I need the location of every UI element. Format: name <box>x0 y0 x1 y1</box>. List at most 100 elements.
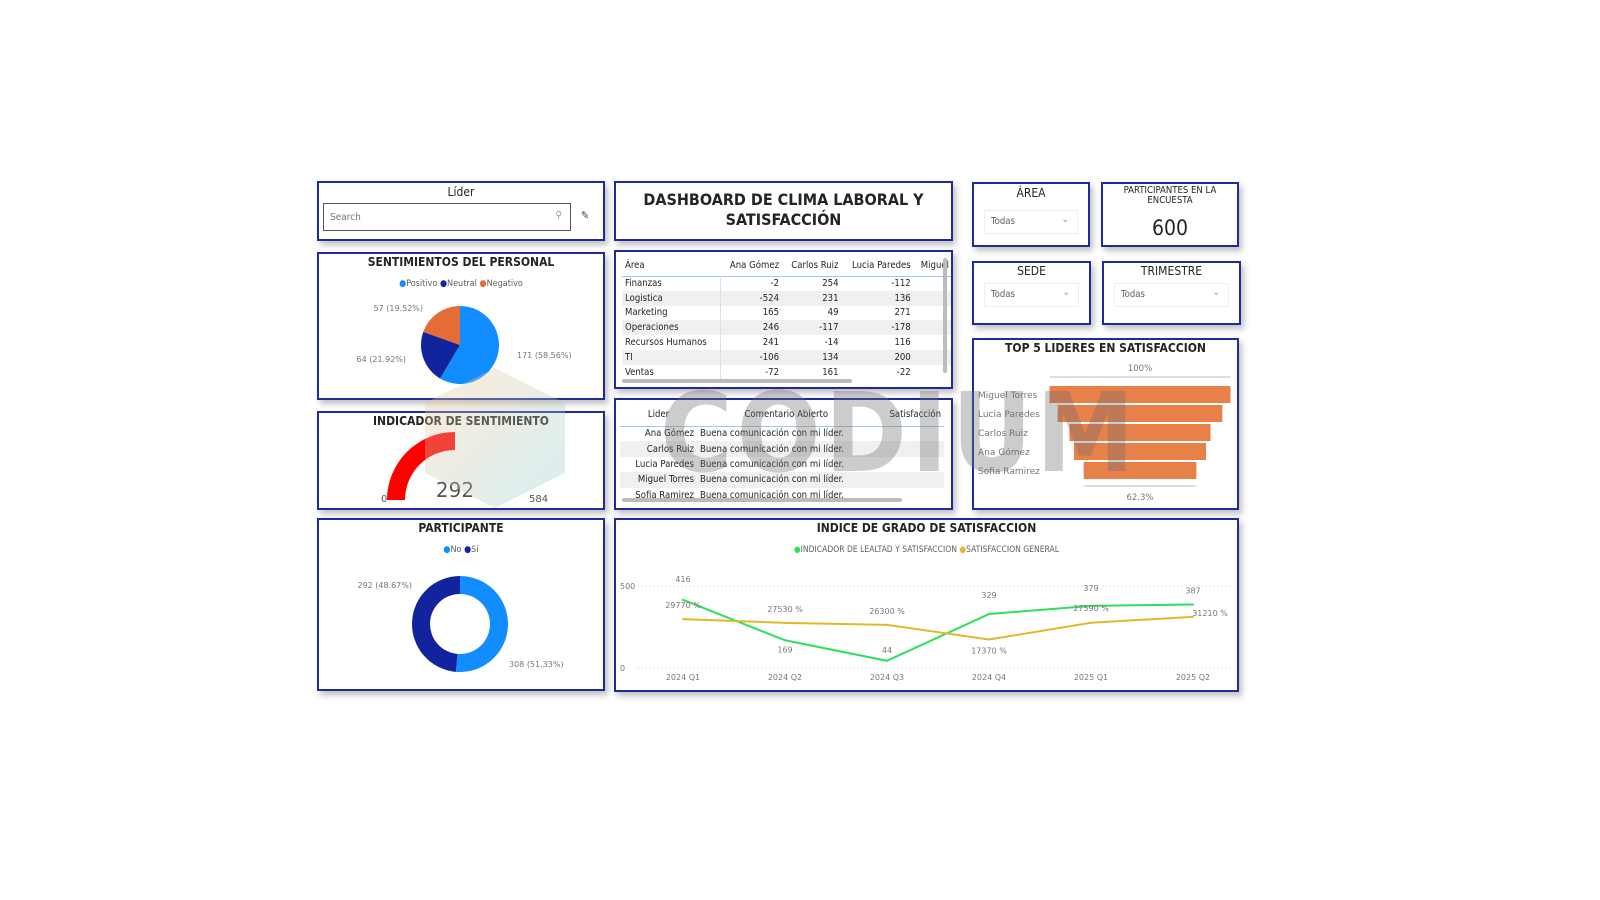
title-line-1: DASHBOARD DE CLIMA LABORAL Y <box>643 190 924 209</box>
matrix-cell: 231 <box>822 292 839 304</box>
trimestre-dropdown[interactable]: Todas ⌄ <box>1114 283 1229 307</box>
funnel-bar <box>1069 424 1211 441</box>
chart-title: TOP 5 LIDERES EN SATISFACCION <box>1005 341 1206 355</box>
matrix-cell: 165 <box>762 307 780 319</box>
donut-slice-si <box>412 576 460 672</box>
matrix-column-header[interactable]: Miguel <box>920 260 949 272</box>
legend-neutral[interactable]: Neutral <box>447 279 477 289</box>
matrix-cell: 134 <box>822 351 839 363</box>
matrix-cell: -22 <box>896 366 911 378</box>
comment-text-cell: Buena comunicación con mi líder. <box>700 443 845 455</box>
line-point <box>886 659 888 662</box>
comments-column-header[interactable]: Satisfacción <box>889 409 941 421</box>
line-data-label: 387 <box>1185 587 1200 596</box>
y-tick-label: 500 <box>620 582 635 591</box>
card-value: 600 <box>1151 216 1189 240</box>
matrix-column-header[interactable]: Lucia Paredes <box>852 260 911 272</box>
eraser-icon[interactable]: ✎ <box>581 209 590 222</box>
trimestre-slicer: TRIMESTRE Todas ⌄ <box>1102 261 1241 325</box>
card-title: PARTICIPANTES EN LA ENCUESTA <box>1123 185 1217 206</box>
search-icon: ⚲ <box>555 210 562 221</box>
comment-text-cell: Buena comunicación con mi líder. <box>700 428 845 440</box>
matrix-column-header[interactable]: Carlos Ruiz <box>791 260 839 272</box>
pie-data-label: 57 (19.52%) <box>374 304 423 313</box>
chevron-down-icon: ⌄ <box>1062 287 1070 298</box>
area-title: ÁREA <box>1016 186 1046 200</box>
table-row: Miguel Torres Buena comunicación con mi l… <box>620 472 944 488</box>
chevron-down-icon: ⌄ <box>1212 287 1220 298</box>
funnel-category-label: Ana Gómez <box>978 447 1030 458</box>
y-tick-label: 0 <box>620 664 625 673</box>
area-value: Todas <box>991 216 1015 227</box>
donut-data-label: 308 (51.33%) <box>509 660 564 669</box>
legend-negativo[interactable]: Negativo <box>486 279 523 289</box>
horizontal-scrollbar[interactable] <box>622 498 902 502</box>
matrix-table: Área Ana Gómez Carlos Ruiz Lucia Paredes Mig… <box>622 256 951 380</box>
matrix-cell: Recursos Humanos <box>622 335 722 350</box>
x-tick-label: 2024 Q3 <box>870 673 904 682</box>
comment-leader-cell: Sofia Ramirez <box>635 489 695 501</box>
horizontal-scrollbar[interactable] <box>622 379 852 383</box>
x-tick-label: 2024 Q2 <box>768 673 802 682</box>
trimestre-value: Todas <box>1121 289 1145 300</box>
gauge-value-label: 292 <box>436 478 474 502</box>
legend-no[interactable]: No <box>450 545 462 555</box>
line-data-label: 31210 % <box>1192 609 1228 618</box>
table-row: Carlos Ruiz Buena comunicación con mi líd… <box>620 441 944 457</box>
line-series <box>682 615 1194 641</box>
participants-card: PARTICIPANTES EN LA ENCUESTA 600 <box>1101 182 1239 247</box>
comments-column-header[interactable]: Lider <box>647 409 670 421</box>
area-dropdown[interactable]: Todas ⌄ <box>984 210 1078 234</box>
lider-slicer-title: Líder <box>447 185 475 199</box>
matrix-cell: -112 <box>891 278 911 290</box>
legend-si[interactable]: Si <box>471 545 479 555</box>
matrix-cell: 136 <box>894 292 911 304</box>
search-input[interactable] <box>324 205 534 229</box>
table-row: Ana Gómez Buena comunicación con mi líder… <box>620 426 944 442</box>
satisfaction-line-chart: 0 500 2024 Q1 2024 Q2 2024 Q3 2024 Q4 2025 Q1 2… <box>620 575 1234 682</box>
x-tick-label: 2024 Q1 <box>666 673 700 682</box>
funnel-bottom-label: 62.3% <box>1126 493 1153 503</box>
funnel-bar <box>1057 405 1223 422</box>
area-slicer: ÁREA Todas ⌄ <box>972 182 1090 247</box>
table-row: Logistica -524 231 136 <box>622 290 951 306</box>
comment-leader-cell: Carlos Ruiz <box>646 443 695 455</box>
funnel-category-label: Sofia Ramirez <box>978 467 1040 477</box>
title-line-2: SATISFACCIÓN <box>725 210 842 229</box>
table-row: Ventas -72 161 -22 <box>622 364 951 380</box>
matrix-cell: 200 <box>894 351 911 363</box>
comment-leader-cell: Miguel Torres <box>637 474 695 486</box>
matrix-header-row: Área Ana Gómez Carlos Ruiz Lucia Paredes Mig… <box>622 256 951 276</box>
sentimientos-panel: SENTIMIENTOS DEL PERSONAL ●Positivo ●Neu… <box>317 252 605 400</box>
line-data-label: 29770 % <box>665 601 701 610</box>
chart-title: SENTIMIENTOS DEL PERSONAL <box>367 255 555 269</box>
table-row: TI -106 134 200 <box>622 349 951 365</box>
line-point <box>1192 615 1194 618</box>
pie-data-label: 171 (58.56%) <box>517 351 572 360</box>
funnel-category-label: Lucia Paredes <box>978 410 1040 420</box>
matrix-cell: -106 <box>759 351 780 363</box>
chart-title: INDICADOR DE SENTIMIENTO <box>373 414 549 428</box>
matrix-column-header[interactable]: Ana Gómez <box>729 260 780 272</box>
line-point <box>784 639 786 642</box>
legend-satisfaccion-general[interactable]: SATISFACCION GENERAL <box>966 545 1060 555</box>
sede-value: Todas <box>991 289 1015 300</box>
vertical-scrollbar[interactable] <box>943 258 947 373</box>
matrix-cell: 246 <box>762 322 780 334</box>
comments-column-header[interactable]: Comentario Abierto <box>744 409 829 421</box>
lider-search-box[interactable]: ⚲ <box>323 203 571 231</box>
legend-lealtad[interactable]: INDICADOR DE LEALTAD Y SATISFACCION <box>800 545 957 555</box>
matrix-cell: 254 <box>822 278 839 290</box>
legend-positivo[interactable]: Positivo <box>406 279 438 289</box>
sede-dropdown[interactable]: Todas ⌄ <box>984 283 1079 307</box>
participante-donut-chart: 308 (51.33%) 292 (48.67%) <box>357 576 564 672</box>
indicador-panel: INDICADOR DE SENTIMIENTO 0 584 292 <box>317 411 605 510</box>
top5-panel: TOP 5 LIDERES EN SATISFACCION 100% Miguel… <box>972 338 1239 510</box>
pie-data-label: 64 (21.92%) <box>357 355 406 364</box>
line-point <box>1090 621 1092 624</box>
matrix-cell: -14 <box>824 337 839 349</box>
line-data-label: 26300 % <box>869 607 905 616</box>
matrix-column-header[interactable]: Área <box>625 260 645 272</box>
dashboard-title-panel: DASHBOARD DE CLIMA LABORAL Y SATISFACCIÓ… <box>614 181 953 241</box>
pie-slice-positivo <box>440 306 499 384</box>
